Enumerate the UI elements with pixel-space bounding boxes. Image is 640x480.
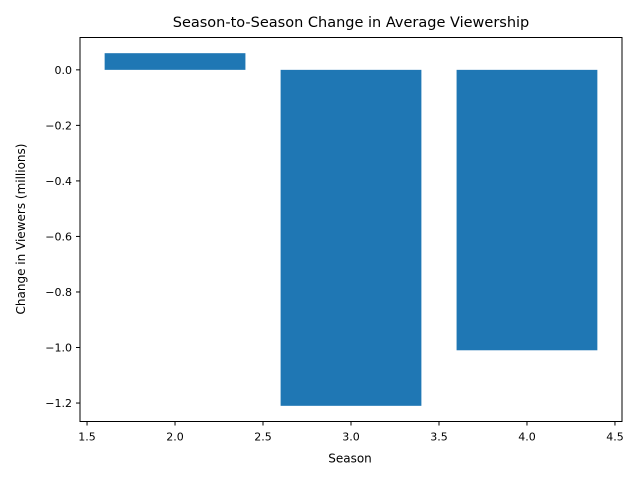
- bar-season-2: [104, 53, 246, 70]
- y-axis-ticks: 0.0 −0.2 −0.4 −0.6 −0.8 −1.0 −1.2: [45, 64, 80, 410]
- x-tick-label: 2.5: [254, 431, 272, 444]
- y-axis-label: Change in Viewers (millions): [14, 144, 28, 315]
- x-axis-label: Season: [328, 452, 372, 466]
- y-tick-label: −0.2: [45, 119, 72, 132]
- y-tick-label: −0.8: [45, 286, 72, 299]
- bars-group: [104, 53, 598, 406]
- y-tick-label: −1.0: [45, 342, 72, 355]
- y-tick-label: −0.6: [45, 230, 72, 243]
- x-tick-label: 3.0: [342, 431, 360, 444]
- x-tick-label: 4.5: [606, 431, 624, 444]
- bar-season-3: [280, 69, 422, 406]
- y-tick-label: 0.0: [55, 64, 73, 77]
- x-tick-label: 2.0: [166, 431, 184, 444]
- x-tick-label: 3.5: [430, 431, 448, 444]
- chart-title: Season-to-Season Change in Average Viewe…: [173, 15, 530, 31]
- y-tick-label: −0.4: [45, 175, 72, 188]
- x-tick-label: 1.5: [78, 431, 96, 444]
- x-axis-ticks: 1.5 2.0 2.5 3.0 3.5 4.0 4.5: [78, 421, 624, 444]
- x-tick-label: 4.0: [518, 431, 536, 444]
- y-tick-label: −1.2: [45, 397, 72, 410]
- bar-season-4: [456, 69, 598, 351]
